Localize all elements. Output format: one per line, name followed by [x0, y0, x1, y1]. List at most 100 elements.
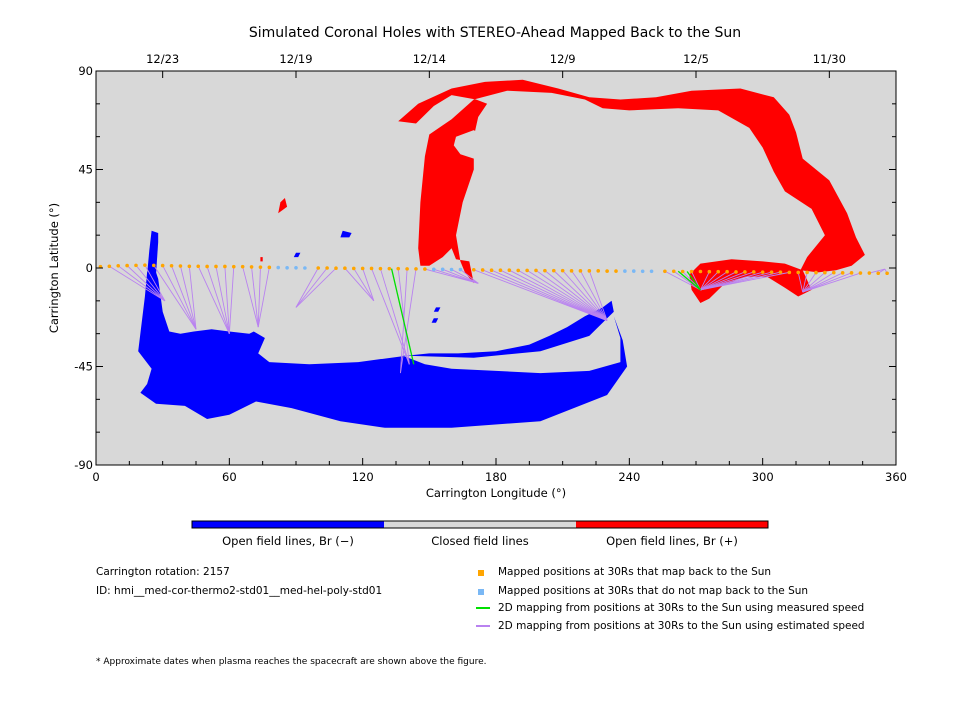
plot-area [95, 70, 897, 466]
x-tick-label-5: 300 [752, 470, 774, 484]
estimated-mapping-line-10-5 [700, 271, 719, 291]
estimated-mapping-line-12-0 [869, 268, 885, 274]
mapped-point-2 [116, 264, 121, 268]
mapped-point-1 [107, 264, 112, 269]
y-tick-label-3: -45 [74, 360, 93, 374]
estimated-mapping-line-0-4 [144, 264, 166, 302]
mapped-point-32 [423, 267, 427, 271]
estimated-mapping-line-11-6 [802, 272, 852, 293]
estimated-mapping-line-9-2 [491, 269, 608, 321]
mapped-point-45 [578, 269, 583, 273]
legend-label-mapped: Mapped positions at 30Rs that map back t… [498, 566, 772, 578]
mapped-point-7 [160, 263, 165, 268]
mapped-point-75 [885, 271, 889, 276]
mapped-point-29 [396, 266, 401, 271]
unmapped-point-10 [640, 269, 645, 274]
estimated-mapping-line-2-3 [224, 266, 230, 334]
unmapped-point-1 [285, 265, 289, 270]
mapped-point-68 [823, 270, 827, 275]
unmapped-point-5 [440, 267, 445, 272]
estimated-mapping-line-9-10 [562, 270, 608, 321]
mapped-point-15 [231, 264, 236, 269]
mapped-point-67 [814, 270, 818, 275]
estimated-mapping-line-8-2 [442, 268, 479, 284]
estimated-mapping-line-7-1 [399, 268, 417, 374]
measured-mapping-line-0 [390, 268, 415, 365]
legend-label-measured: 2D mapping from positions at 30Rs to the… [498, 602, 865, 614]
measured-mapping-line-2 [677, 270, 701, 291]
unmapped-point-4 [431, 267, 436, 272]
mapped-point-56 [716, 269, 721, 274]
colorbar-positive [576, 521, 768, 528]
mapped-point-6 [151, 263, 156, 268]
axis-ticks [95, 70, 897, 466]
axis-labels: 0 60 120 180 240 300 360 90 45 0 -45 -90 12/23 12/19 1… [74, 52, 907, 484]
mapped-point-8 [169, 264, 174, 268]
mapped-point-5 [143, 263, 147, 267]
estimated-mapping-line-3-1 [251, 266, 259, 328]
mapped-point-17 [249, 265, 254, 269]
estimated-mapping-line-9-9 [553, 270, 608, 321]
mapped-point-4 [134, 263, 138, 268]
top-date-label-1: 12/19 [279, 52, 312, 66]
unmapped-point-0 [276, 265, 281, 270]
estimated-mapping-line-11-7 [802, 272, 861, 293]
estimated-mapping-line-10-6 [700, 271, 728, 291]
y-tick-label-0: 90 [78, 64, 93, 78]
mapped-point-23 [343, 266, 347, 271]
estimated-mapping-line-9-8 [544, 270, 608, 321]
estimated-mapping-line-11-4 [802, 272, 835, 293]
mapped-point-41 [543, 268, 547, 273]
y-axis-label: Carrington Latitude (°) [47, 203, 61, 333]
mapped-point-24 [351, 266, 356, 271]
mapped-point-49 [614, 269, 618, 273]
mapped-point-20 [316, 266, 321, 270]
chart-title: Simulated Coronal Holes with STEREO-Ahea… [249, 25, 741, 41]
x-axis-label: Carrington Longitude (°) [426, 486, 566, 500]
unmapped-point-9 [631, 269, 636, 273]
mapped-point-21 [325, 266, 329, 270]
mapped-point-44 [569, 269, 574, 273]
mapped-point-72 [858, 271, 863, 275]
positive-coronal-hole-0 [398, 79, 865, 284]
mapped-point-3 [125, 263, 129, 268]
mapped-points [98, 263, 889, 276]
mapped-point-47 [596, 269, 601, 273]
mapped-point-14 [223, 264, 227, 269]
mapped-point-37 [507, 268, 512, 272]
x-tick-label-3: 180 [485, 470, 507, 484]
estimated-mapping-line-11-5 [802, 272, 843, 293]
coronal-hole-regions [138, 79, 865, 428]
estimated-mapping-line-11-1 [802, 272, 808, 293]
mapped-point-22 [334, 266, 338, 271]
mapped-point-19 [267, 265, 272, 270]
estimated-mapping-line-9-7 [535, 270, 608, 321]
estimated-mapping-line-0-3 [135, 265, 166, 302]
mapped-point-57 [725, 269, 729, 274]
estimated-mapping-line-9-1 [482, 269, 608, 321]
mapped-point-52 [680, 269, 685, 274]
negative-coronal-hole-1 [147, 230, 159, 275]
unmapped-point-8 [623, 269, 627, 273]
mapping-lines [109, 264, 888, 374]
estimated-mapping-line-9-3 [500, 269, 608, 321]
estimated-mapping-line-10-8 [700, 271, 746, 291]
mapped-point-50 [663, 269, 667, 274]
top-date-label-5: 11/30 [813, 52, 846, 66]
mapped-point-43 [560, 268, 565, 273]
mapped-point-70 [840, 271, 845, 275]
unmapped-point-2 [294, 265, 298, 270]
estimated-mapping-line-3-2 [257, 267, 261, 328]
estimated-mapping-line-5-1 [353, 268, 375, 302]
mapped-point-18 [258, 265, 263, 269]
y-tick-label-1: 45 [78, 163, 93, 177]
estimated-mapping-line-10-4 [700, 271, 710, 291]
negative-coronal-hole-0 [138, 265, 628, 428]
legend-swatch-measured [476, 607, 490, 609]
negative-coronal-hole-5 [431, 318, 439, 323]
y-tick-label-4: -90 [74, 458, 93, 472]
mapped-point-11 [196, 264, 201, 269]
mapped-point-40 [534, 268, 538, 273]
top-date-label-0: 12/23 [146, 52, 179, 66]
estimated-mapping-line-9-0 [473, 269, 608, 321]
